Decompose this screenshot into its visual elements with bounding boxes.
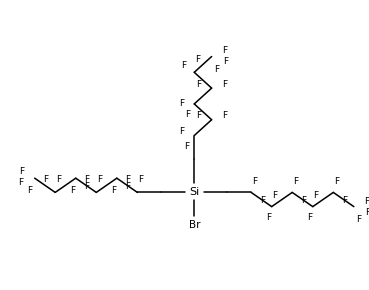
Text: F: F: [184, 142, 189, 151]
Text: F: F: [84, 182, 89, 191]
Text: F: F: [125, 182, 131, 191]
Text: F: F: [272, 191, 277, 200]
Text: Si: Si: [189, 187, 199, 197]
Text: F: F: [196, 80, 201, 89]
Text: F: F: [185, 110, 190, 119]
Text: F: F: [125, 175, 131, 184]
Text: F: F: [266, 213, 271, 222]
Text: F: F: [181, 61, 186, 70]
Text: F: F: [97, 175, 102, 184]
Text: F: F: [195, 55, 200, 64]
Text: Br: Br: [189, 220, 200, 230]
Text: F: F: [366, 209, 369, 218]
Text: F: F: [27, 186, 32, 195]
Text: F: F: [84, 175, 89, 184]
Text: F: F: [222, 111, 227, 120]
Text: F: F: [307, 213, 312, 222]
Text: F: F: [252, 177, 257, 186]
Text: F: F: [20, 167, 25, 176]
Text: F: F: [43, 175, 48, 184]
Text: F: F: [222, 80, 227, 89]
Text: F: F: [18, 178, 23, 187]
Text: F: F: [138, 175, 143, 184]
Text: F: F: [179, 127, 184, 136]
Text: F: F: [70, 186, 75, 195]
Text: F: F: [222, 46, 227, 55]
Text: F: F: [179, 99, 184, 108]
Text: F: F: [56, 175, 61, 184]
Text: F: F: [196, 111, 201, 120]
Text: F: F: [293, 177, 298, 186]
Text: F: F: [364, 197, 369, 206]
Text: F: F: [260, 196, 265, 205]
Text: F: F: [356, 215, 361, 224]
Text: F: F: [313, 191, 318, 200]
Text: F: F: [214, 65, 219, 74]
Text: F: F: [301, 196, 306, 205]
Text: F: F: [334, 177, 339, 186]
Text: F: F: [342, 196, 347, 205]
Text: F: F: [111, 186, 116, 195]
Text: F: F: [223, 57, 228, 66]
